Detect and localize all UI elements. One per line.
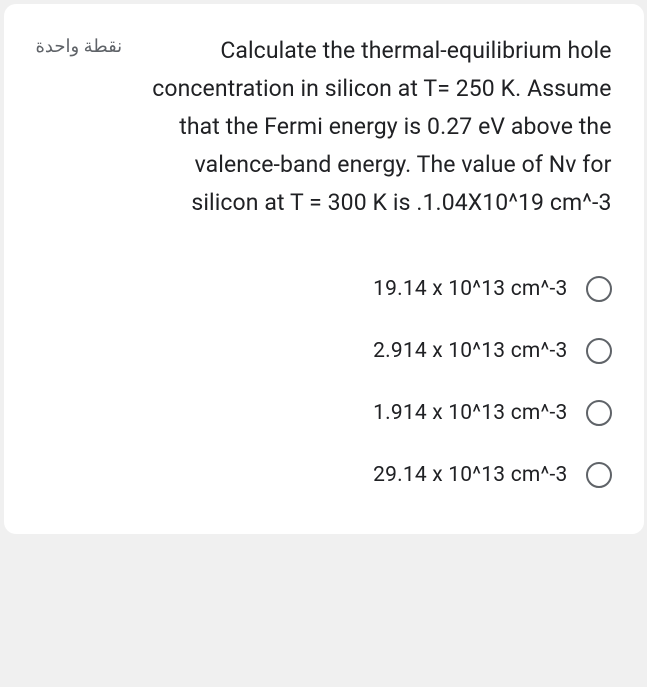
question-text: Calculate the thermal-equilibrium hole c… — [146, 32, 611, 222]
option-label: 19.14 x 10^13 cm^-3 — [373, 277, 567, 301]
option-item[interactable]: 1.914 x 10^13 cm^-3 — [36, 382, 612, 444]
options-list: 19.14 x 10^13 cm^-3 2.914 x 10^13 cm^-3 … — [36, 258, 612, 506]
radio-icon[interactable] — [586, 338, 612, 364]
option-label: 2.914 x 10^13 cm^-3 — [373, 339, 567, 363]
option-label: 1.914 x 10^13 cm^-3 — [373, 401, 567, 425]
option-item[interactable]: 2.914 x 10^13 cm^-3 — [36, 320, 612, 382]
question-card: نقطة واحدة Calculate the thermal-equilib… — [4, 4, 644, 534]
radio-icon[interactable] — [586, 276, 612, 302]
option-item[interactable]: 29.14 x 10^13 cm^-3 — [36, 444, 612, 506]
radio-icon[interactable] — [586, 462, 612, 488]
question-header: نقطة واحدة Calculate the thermal-equilib… — [36, 32, 612, 222]
radio-icon[interactable] — [586, 400, 612, 426]
option-label: 29.14 x 10^13 cm^-3 — [373, 463, 567, 487]
option-item[interactable]: 19.14 x 10^13 cm^-3 — [36, 258, 612, 320]
points-label: نقطة واحدة — [36, 32, 123, 222]
